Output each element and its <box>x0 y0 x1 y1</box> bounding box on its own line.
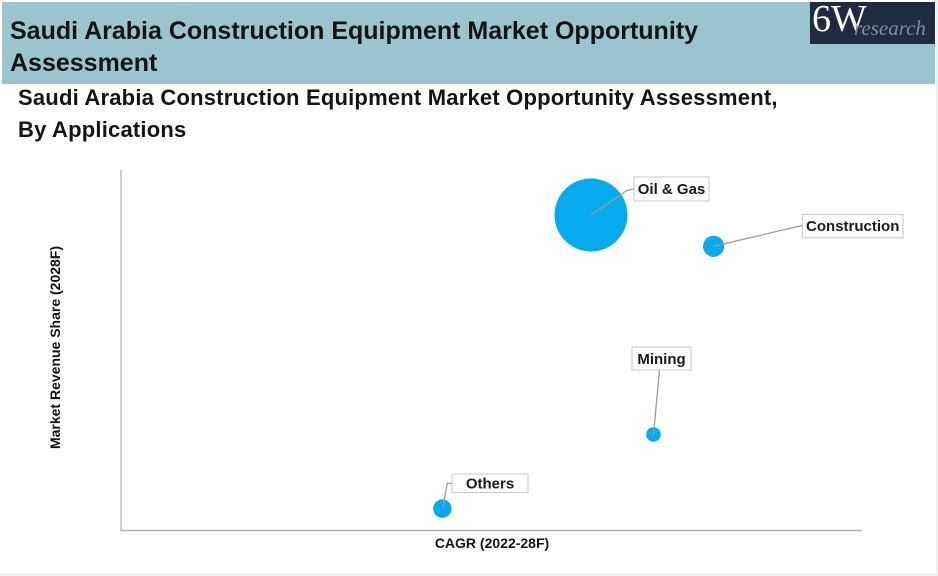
svg-text:Mining: Mining <box>637 351 685 368</box>
svg-text:Construction: Construction <box>806 218 899 235</box>
svg-text:CAGR (2022-28F): CAGR (2022-28F) <box>435 535 549 551</box>
svg-text:Others: Others <box>466 476 514 493</box>
svg-text:Market Revenue Share (2028F): Market Revenue Share (2028F) <box>47 246 63 449</box>
svg-text:Oil & Gas: Oil & Gas <box>638 181 706 198</box>
